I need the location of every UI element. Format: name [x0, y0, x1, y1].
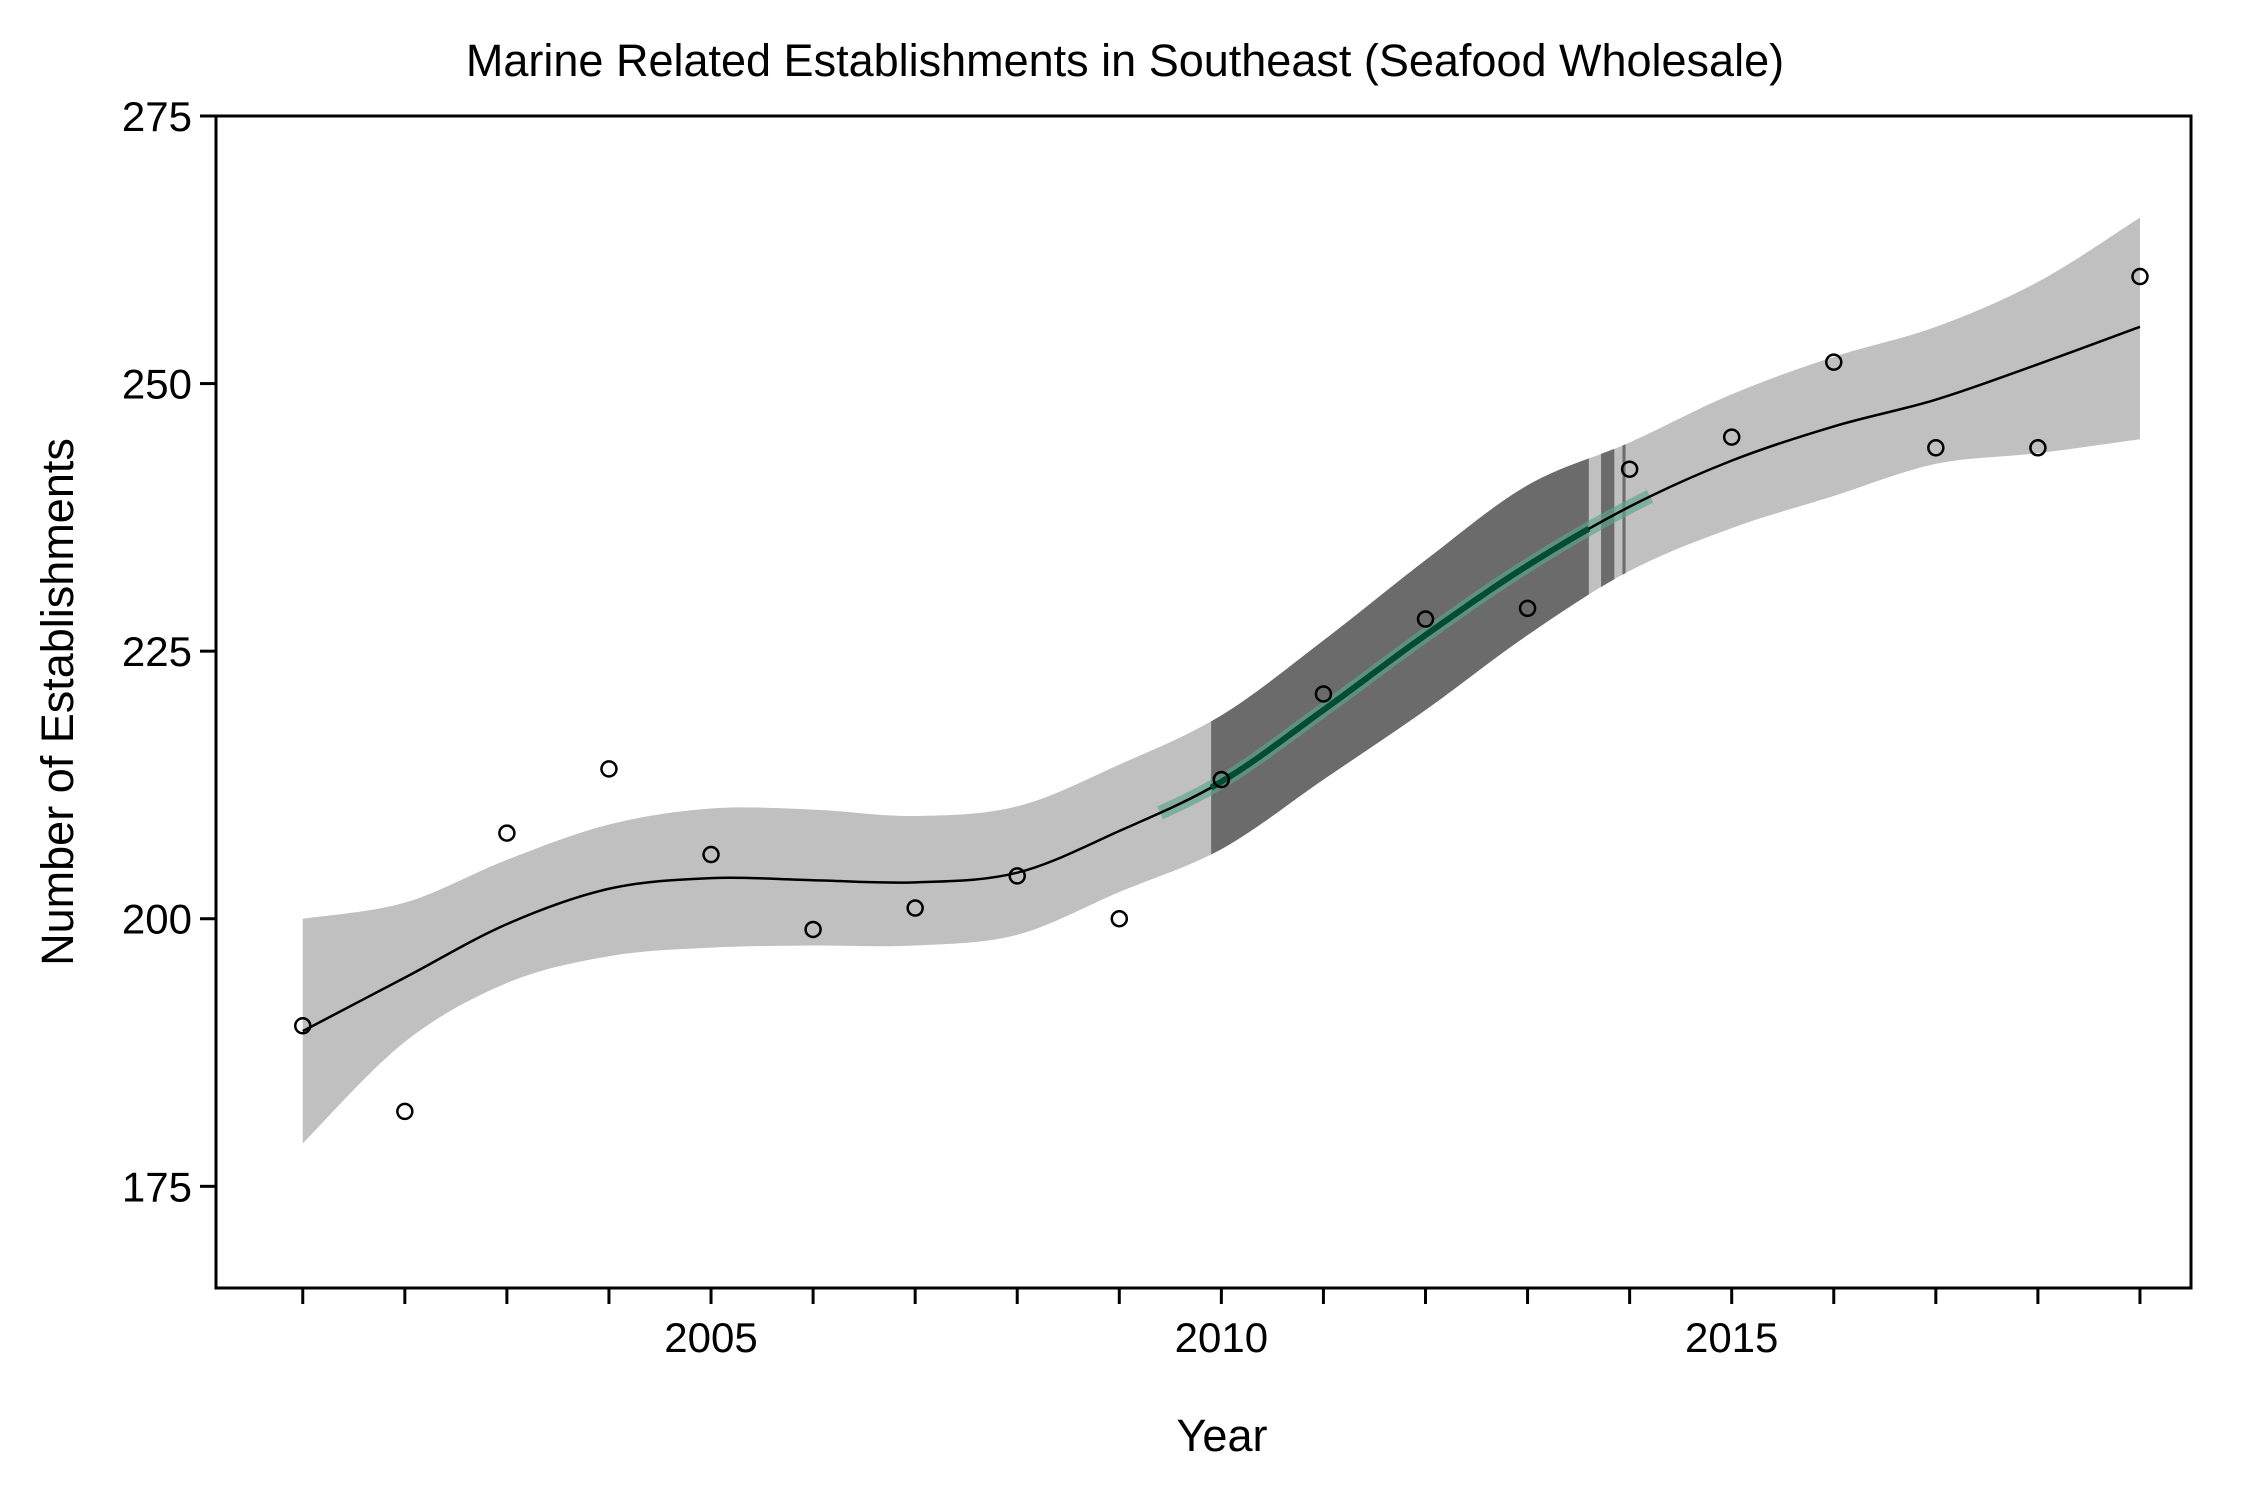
y-tick-label: 200 — [122, 896, 192, 943]
data-point — [1927, 439, 1945, 457]
data-point — [2131, 267, 2149, 286]
data-point — [1416, 610, 1435, 628]
y-tick-label: 250 — [122, 361, 192, 408]
data-point — [1620, 460, 1639, 478]
smooth-fit-line — [302, 325, 2141, 1033]
x-tick-label: 2005 — [664, 1314, 757, 1361]
data-point — [906, 899, 924, 917]
x-tick-label: 2015 — [1685, 1314, 1778, 1361]
axes — [214, 114, 2193, 1290]
data-point — [702, 845, 720, 864]
data-point — [2029, 439, 2047, 457]
data-point — [1314, 685, 1333, 703]
y-tick-label: 225 — [122, 628, 192, 675]
data-point — [804, 920, 822, 939]
y-axis-ticks: 175 200 225 250 275 — [122, 93, 215, 1210]
confidence-band — [302, 217, 2140, 1144]
data-point — [600, 760, 618, 778]
data-point — [1008, 867, 1026, 885]
y-axis-label: Number of Establishments — [32, 438, 83, 966]
data-points — [294, 267, 2149, 1121]
significant-change-region — [1211, 444, 1626, 855]
data-point — [396, 1102, 414, 1121]
plot-frame — [214, 114, 2193, 1290]
y-tick-label: 275 — [122, 93, 192, 140]
x-axis-ticks: 2005 2010 2015 — [301, 1289, 2142, 1361]
data-point — [1110, 909, 1129, 928]
data-point — [1518, 599, 1537, 618]
x-tick-label: 2010 — [1175, 1314, 1268, 1361]
data-point — [294, 1017, 312, 1035]
confidence-band-area — [302, 217, 2140, 1144]
data-point — [498, 824, 516, 842]
chart-title: Marine Related Establishments in Southea… — [466, 35, 1784, 86]
data-point — [1722, 428, 1741, 446]
x-axis-label: Year — [1177, 1410, 1268, 1461]
data-point — [1825, 353, 1843, 371]
fit-line-highlight — [1209, 526, 1591, 791]
data-point — [1212, 770, 1231, 789]
y-tick-label: 175 — [122, 1163, 192, 1210]
